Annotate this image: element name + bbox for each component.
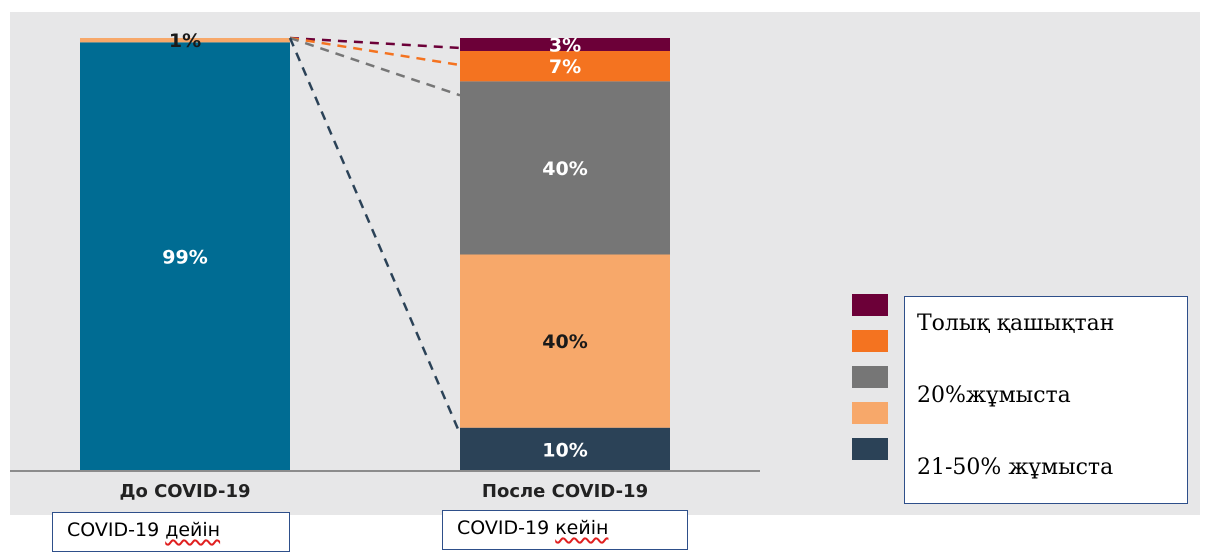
- chart-area: 99% 1% 10% 40% 40% 7% 3% До COVID-19 После COVID…: [10, 12, 1200, 515]
- data-label-2-4: 7%: [549, 56, 581, 78]
- bar-segment-2-3: [460, 81, 670, 255]
- legend-box: Толық қашықтан 20%жұмыста 21-50% жұмыста: [904, 296, 1188, 504]
- legend-label-2: 20%жұмыста: [917, 383, 1071, 408]
- data-label-2-1: 10%: [542, 439, 587, 461]
- bar-segment-2-4: [460, 50, 670, 82]
- legend-swatch-4: [852, 402, 888, 424]
- connector-line-4: [288, 37, 462, 435]
- legend-swatch-3: [852, 366, 888, 388]
- bar-2: 10% 40% 40% 7%3%: [460, 34, 670, 471]
- bar-segment-1-2: [80, 38, 290, 43]
- note-after-covid: COVID-19 кейін: [442, 510, 688, 550]
- legend-label-1: Толық қашықтан: [917, 311, 1115, 336]
- note-after-prefix: COVID-19: [457, 517, 556, 539]
- note-before-prefix: COVID-19: [67, 519, 166, 541]
- legend-swatch-5: [852, 438, 888, 460]
- note-before-covid: COVID-19 дейін: [52, 512, 290, 552]
- data-label-2-3: 40%: [542, 158, 587, 180]
- bar-segment-1-1: [80, 42, 290, 471]
- bar-segment-2-2: [460, 254, 670, 428]
- note-after-word: кейін: [555, 517, 609, 539]
- category-label-1: До COVID-19: [119, 481, 250, 502]
- bar-1: 99% 1%: [80, 30, 290, 471]
- legend-swatch-1: [852, 294, 888, 316]
- connector-line-3: [289, 36, 461, 97]
- legend-swatch-2: [852, 330, 888, 352]
- data-label-2-2: 40%: [542, 331, 587, 353]
- bar-segment-2-1: [460, 427, 670, 471]
- stacked-bar-chart: 99% 1% 10% 40% 40% 7%3% До COVID-19 После COVID…: [10, 30, 760, 502]
- connector-line-2: [289, 36, 461, 67]
- bar-segment-2-5: [460, 38, 670, 51]
- data-label-1-2: 1%: [169, 30, 201, 52]
- connector-line-1: [289, 36, 461, 50]
- data-label-2-5: 3%: [549, 34, 581, 56]
- data-label-1-1: 99%: [162, 247, 207, 269]
- category-label-2: После COVID-19: [482, 481, 648, 502]
- legend-label-3: 21-50% жұмыста: [917, 455, 1114, 480]
- note-before-word: дейін: [165, 519, 221, 541]
